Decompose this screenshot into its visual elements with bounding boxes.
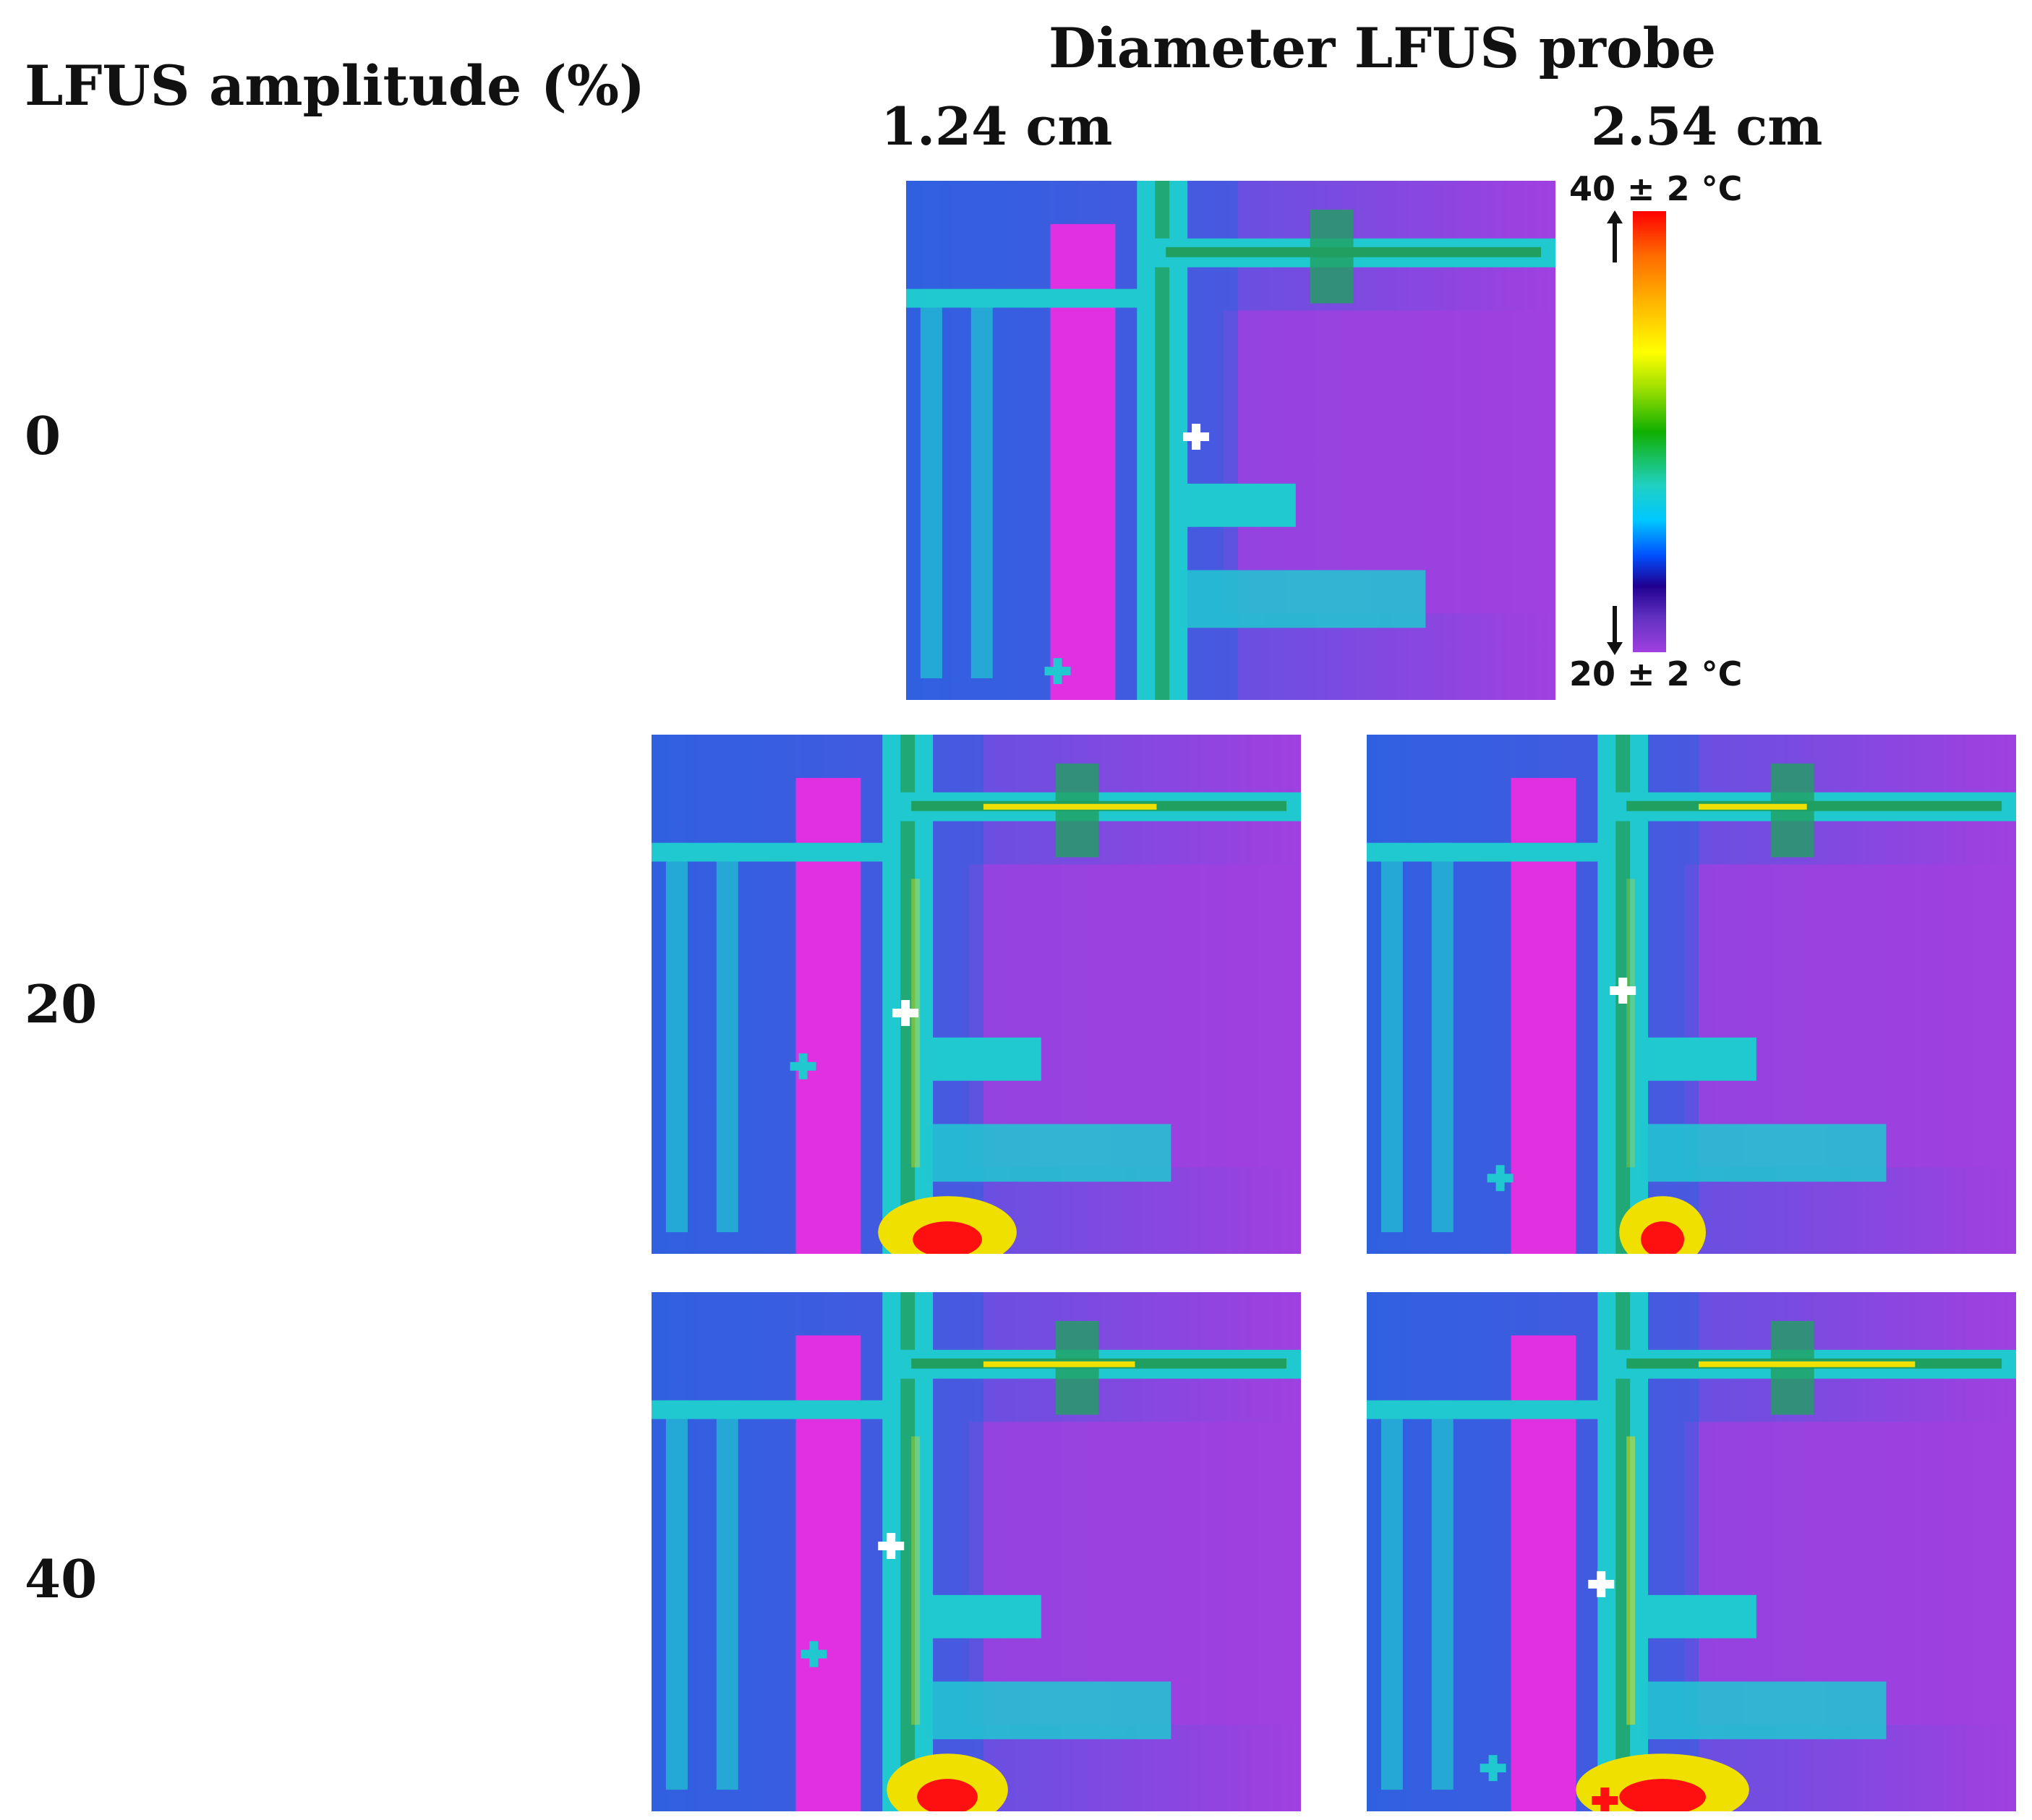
thermal-image-40-1-24cm xyxy=(652,1292,1301,1811)
colorbar-max-label: 40 ± 2 °C xyxy=(1569,169,1742,208)
colorbar-min-label: 20 ± 2 °C xyxy=(1569,654,1742,693)
column-label-1-24cm: 1.24 cm xyxy=(881,95,1112,157)
thermal-image-0 xyxy=(906,181,1555,700)
row-label-20: 20 xyxy=(25,973,97,1035)
row-label-40: 40 xyxy=(25,1548,97,1610)
thermal-image-20-1-24cm xyxy=(652,735,1301,1254)
column-label-2-54cm: 2.54 cm xyxy=(1591,95,1822,157)
arrow-down-icon xyxy=(1613,606,1617,645)
amplitude-axis-title: LFUS amplitude (%) xyxy=(25,54,645,118)
diameter-axis-title: Diameter LFUS probe xyxy=(1049,16,1716,80)
thermal-image-20-2-54cm xyxy=(1367,735,2016,1254)
thermal-image-40-2-54cm xyxy=(1367,1292,2016,1811)
row-label-0: 0 xyxy=(25,405,61,466)
temperature-colorbar xyxy=(1633,211,1666,652)
arrow-up-icon xyxy=(1613,221,1617,262)
